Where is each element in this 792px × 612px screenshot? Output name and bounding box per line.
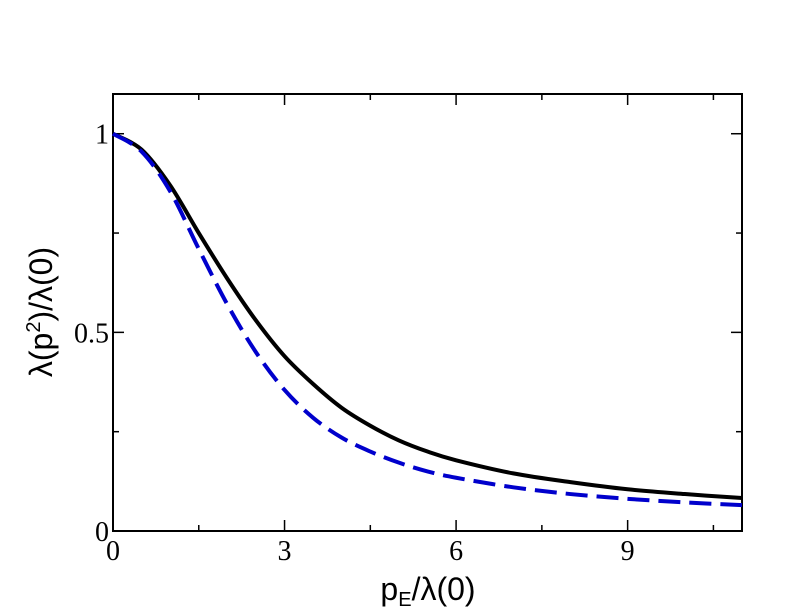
- x-tick-label: 0: [106, 536, 120, 567]
- x-tick-label: 9: [621, 536, 635, 567]
- x-tick-label: 3: [278, 536, 292, 567]
- series-line-2: [111, 131, 743, 508]
- y-axis-title: λ(p2)/λ(0): [23, 247, 59, 377]
- x-tick-label: 6: [449, 536, 463, 567]
- y-tick-label: 0: [95, 517, 109, 548]
- series-line-1: [112, 131, 743, 501]
- plot-frame: [112, 93, 743, 532]
- x-axis-title: pE/λ(0): [380, 571, 475, 611]
- y-tick-label: 1: [95, 120, 109, 151]
- axis-ticks: [112, 94, 742, 532]
- y-tick-label: 0.5: [74, 318, 109, 349]
- series-lines: [111, 131, 743, 508]
- tick-labels: 0 3 6 9 0 0.5 1: [74, 120, 635, 567]
